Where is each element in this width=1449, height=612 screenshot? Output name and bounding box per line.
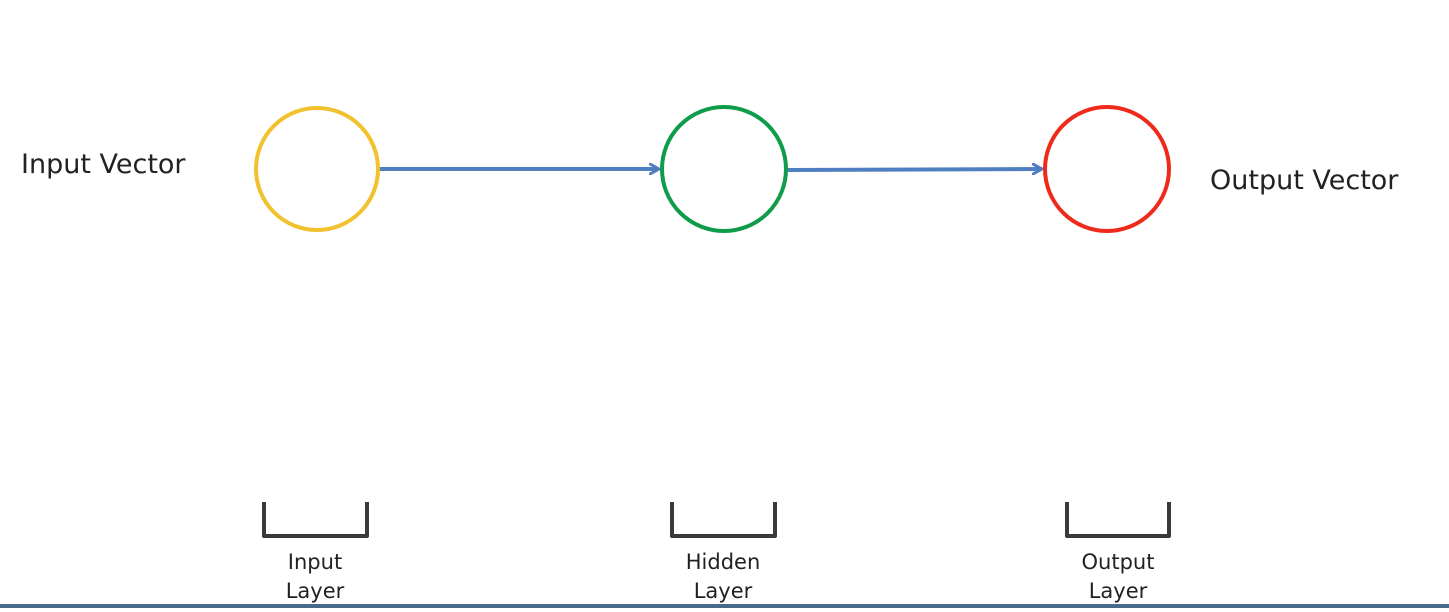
hidden-layer-bracket: [670, 502, 777, 538]
output-layer-node: [1043, 105, 1171, 233]
input-vector-label: Input Vector: [21, 149, 186, 180]
output-layer-label-line1: Output: [1081, 550, 1155, 574]
hidden-layer-node: [660, 105, 788, 233]
output-layer-bracket: [1065, 502, 1171, 538]
output-vector-label: Output Vector: [1210, 165, 1399, 196]
input-layer-label: Input Layer: [245, 548, 385, 606]
arrow-hidden-to-output: [786, 169, 1041, 170]
hidden-layer-label: Hidden Layer: [653, 548, 793, 606]
input-layer-node: [254, 106, 380, 232]
input-layer-label-line2: Layer: [285, 579, 345, 603]
input-layer-bracket: [262, 502, 369, 538]
input-layer-label-line1: Input: [287, 550, 343, 574]
bottom-bar: [0, 604, 1449, 608]
hidden-layer-label-line2: Layer: [693, 579, 753, 603]
output-layer-label: Output Layer: [1048, 548, 1188, 606]
hidden-layer-label-line1: Hidden: [685, 550, 761, 574]
output-layer-label-line2: Layer: [1088, 579, 1148, 603]
